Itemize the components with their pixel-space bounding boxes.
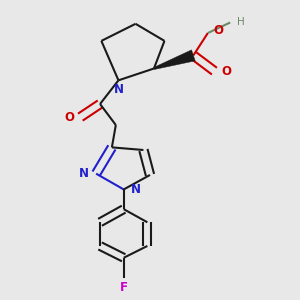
- Text: O: O: [213, 24, 224, 37]
- Text: F: F: [120, 281, 128, 294]
- Text: O: O: [65, 111, 75, 124]
- Text: N: N: [130, 183, 140, 196]
- Text: H: H: [237, 17, 244, 28]
- Text: N: N: [113, 83, 124, 96]
- Polygon shape: [154, 50, 195, 70]
- Text: N: N: [79, 167, 89, 180]
- Text: O: O: [221, 64, 231, 78]
